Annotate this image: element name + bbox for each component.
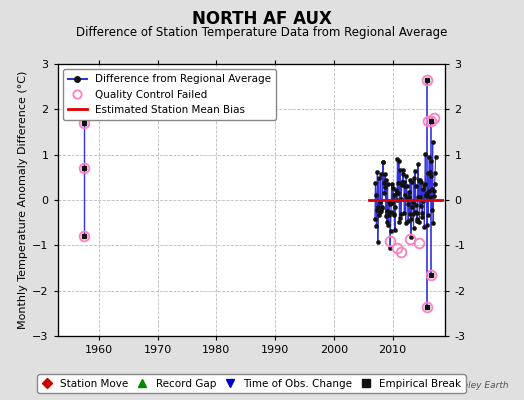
Y-axis label: Monthly Temperature Anomaly Difference (°C): Monthly Temperature Anomaly Difference (… [18, 71, 28, 329]
Text: NORTH AF AUX: NORTH AF AUX [192, 10, 332, 28]
Legend: Station Move, Record Gap, Time of Obs. Change, Empirical Break: Station Move, Record Gap, Time of Obs. C… [38, 374, 465, 393]
Text: Berkeley Earth: Berkeley Earth [442, 381, 508, 390]
Text: Difference of Station Temperature Data from Regional Average: Difference of Station Temperature Data f… [77, 26, 447, 39]
Legend: Difference from Regional Average, Quality Control Failed, Estimated Station Mean: Difference from Regional Average, Qualit… [63, 69, 276, 120]
